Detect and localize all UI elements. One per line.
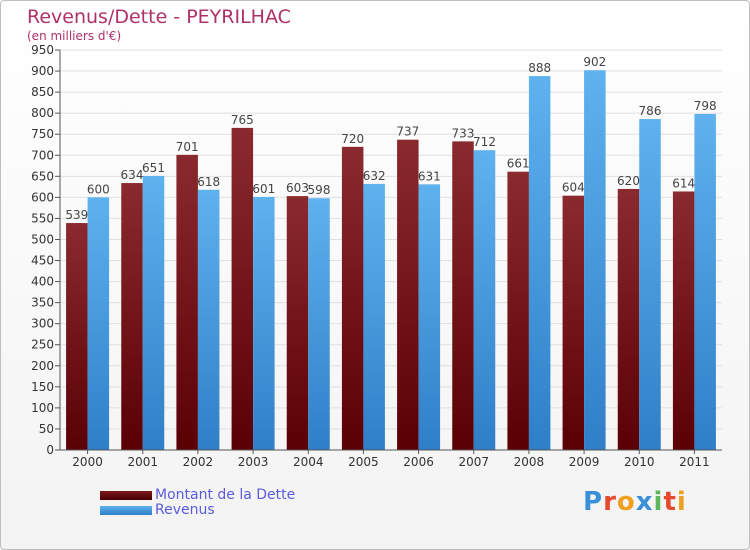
proxiti-logo: Proxiti (583, 487, 687, 517)
bar-debt (672, 191, 695, 450)
y-tick-label: 850 (31, 85, 54, 99)
data-label-revenue: 601 (252, 182, 275, 196)
data-label-revenue: 631 (418, 169, 441, 183)
y-tick-label: 550 (31, 211, 54, 225)
y-tick-label: 650 (31, 169, 54, 183)
x-tick-label: 2006 (403, 455, 434, 469)
data-label-revenue: 651 (142, 161, 165, 175)
bar-revenue (694, 114, 716, 450)
y-tick-label: 450 (31, 254, 54, 268)
data-label-revenue: 618 (197, 175, 220, 189)
data-label-revenue: 902 (583, 55, 606, 69)
bar-revenue (528, 76, 551, 451)
bar-revenue (87, 197, 110, 450)
bar-debt (452, 141, 474, 451)
x-tick-label: 2001 (127, 455, 158, 469)
data-label-revenue: 798 (694, 99, 717, 113)
x-tick-label: 2007 (458, 455, 489, 469)
bar-debt (341, 146, 364, 450)
y-tick-label: 500 (31, 232, 54, 246)
x-tick-label: 2004 (293, 455, 324, 469)
y-tick-label: 250 (31, 338, 54, 352)
legend-swatch-revenue (100, 505, 152, 515)
x-tick-label: 2002 (183, 455, 214, 469)
data-label-debt: 701 (176, 140, 199, 154)
data-label-debt: 765 (231, 113, 254, 127)
bar-debt (66, 223, 88, 450)
x-tick-label: 2003 (238, 455, 269, 469)
bar-revenue (253, 196, 275, 450)
bar-revenue (584, 70, 606, 451)
bar-debt (176, 154, 198, 450)
legend-label-debt: Montant de la Dette (155, 487, 296, 503)
y-tick-label: 950 (31, 43, 54, 57)
y-tick-label: 600 (31, 190, 54, 204)
data-label-revenue: 712 (473, 135, 496, 149)
x-tick-label: 2009 (569, 455, 600, 469)
data-label-revenue: 888 (528, 61, 551, 75)
y-tick-label: 400 (31, 275, 54, 289)
bar-revenue (363, 183, 385, 451)
data-label-debt: 720 (341, 132, 364, 146)
chart-subtitle: (en milliers d'€) (27, 29, 122, 43)
legend-item-debt: Montant de la Dette (100, 487, 295, 503)
data-label-debt: 614 (672, 176, 695, 190)
y-tick-label: 150 (31, 380, 54, 394)
x-tick-label: 2005 (348, 455, 379, 469)
bar-debt (617, 188, 640, 450)
bar-debt (397, 139, 419, 450)
bar-revenue (308, 198, 330, 450)
data-label-revenue: 600 (87, 182, 110, 196)
x-tick-label: 2010 (624, 455, 655, 469)
data-label-debt: 603 (286, 181, 309, 195)
data-label-debt: 539 (65, 208, 88, 222)
y-tick-label: 350 (31, 296, 54, 310)
bar-debt (507, 171, 529, 450)
x-tick-label: 2000 (72, 455, 103, 469)
y-tick-label: 200 (31, 359, 54, 373)
data-label-debt: 604 (562, 181, 585, 195)
data-label-revenue: 632 (363, 169, 386, 183)
data-label-debt: 733 (452, 126, 475, 140)
bar-revenue (418, 184, 441, 450)
y-tick-label: 900 (31, 64, 54, 78)
y-tick-label: 700 (31, 148, 54, 162)
bar-debt (286, 196, 309, 450)
x-tick-label: 2008 (514, 455, 545, 469)
y-tick-label: 0 (46, 443, 54, 457)
data-label-debt: 620 (617, 174, 640, 188)
bar-revenue (639, 119, 661, 450)
data-label-debt: 661 (507, 157, 530, 171)
y-tick-label: 800 (31, 106, 54, 120)
bar-debt (562, 195, 585, 450)
bar-debt (121, 183, 143, 451)
y-tick-label: 50 (39, 422, 54, 436)
data-label-revenue: 786 (639, 104, 662, 118)
data-label-debt: 737 (396, 125, 419, 139)
chart-title: Revenus/Dette - PEYRILHAC (27, 6, 291, 28)
y-tick-label: 300 (31, 317, 54, 331)
legend-swatch-debt (100, 490, 152, 500)
bar-revenue (197, 189, 220, 450)
bar-revenue (473, 150, 496, 451)
y-tick-label: 100 (31, 401, 54, 415)
x-tick-label: 2011 (679, 455, 710, 469)
data-label-debt: 634 (121, 168, 144, 182)
bar-revenue (142, 175, 165, 451)
data-label-revenue: 598 (308, 183, 331, 197)
y-tick-label: 750 (31, 127, 54, 141)
legend-label-revenue: Revenus (155, 502, 215, 518)
legend-item-revenue: Revenus (100, 502, 215, 518)
bar-debt (231, 127, 254, 450)
